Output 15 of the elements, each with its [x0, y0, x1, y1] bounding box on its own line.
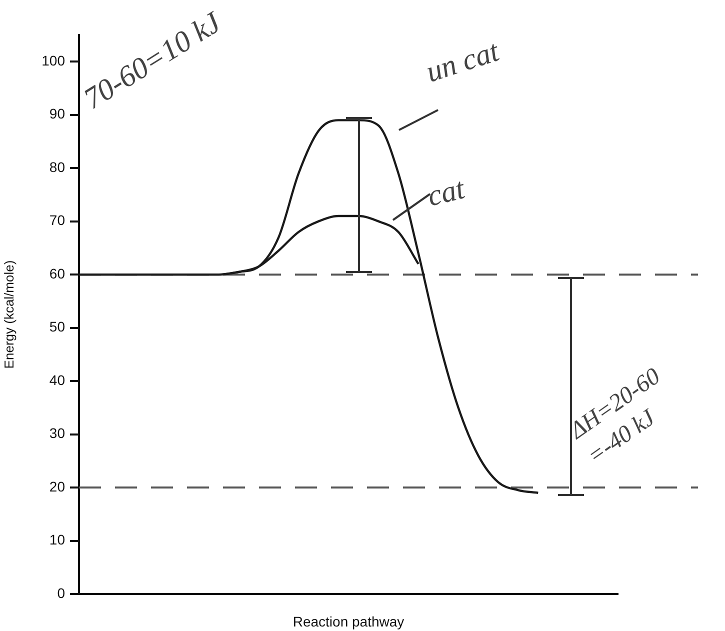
x-axis-title: Reaction pathway	[292, 613, 404, 630]
y-tick-label: 20	[49, 478, 66, 494]
y-tick-label: 60	[49, 265, 66, 282]
y-tick-label: 0	[57, 584, 66, 601]
y-tick-label: 10	[49, 532, 66, 548]
y-tick-label: 30	[49, 425, 66, 442]
y-tick-label: 50	[49, 318, 66, 335]
y-tick-label: 70	[49, 212, 66, 228]
annotation: un cat	[422, 34, 503, 89]
y-tick-label: 40	[49, 372, 66, 388]
y-tick-label: 100	[42, 52, 66, 68]
annotation: cat	[424, 172, 468, 213]
y-tick-label: 90	[49, 106, 66, 122]
y-tick-label: 80	[49, 158, 66, 175]
y-axis-title: Energy (kcal/mole)	[1, 260, 16, 369]
